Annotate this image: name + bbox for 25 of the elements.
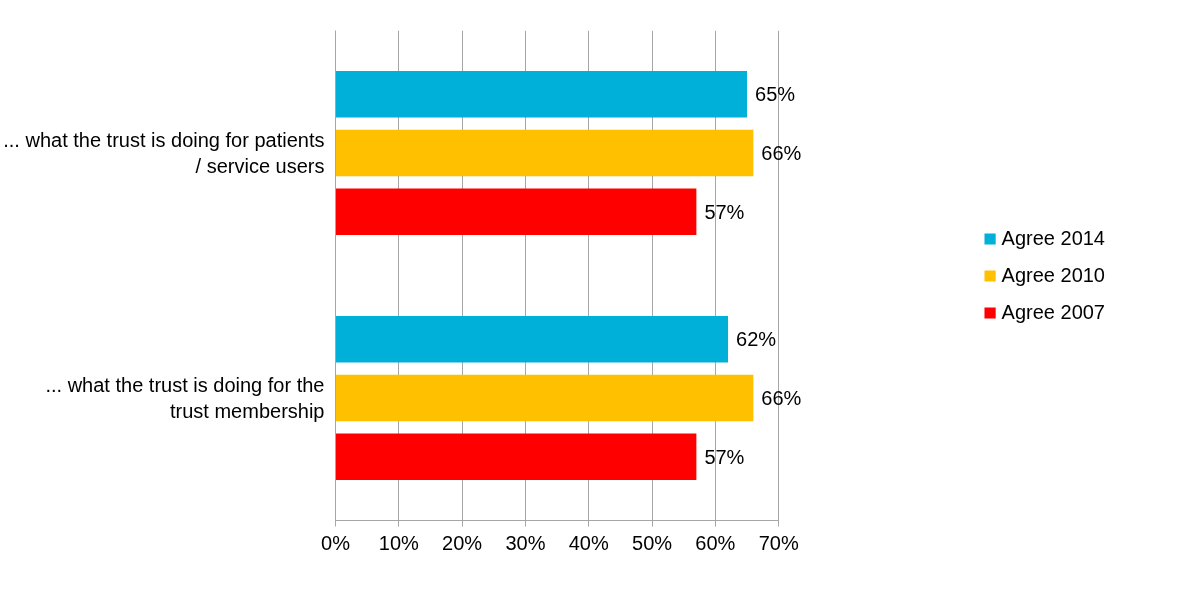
- data-label: 57%: [704, 445, 745, 468]
- x-tick-label: 70%: [758, 531, 799, 554]
- x-tick-label: 20%: [442, 531, 483, 554]
- x-tick-label: 50%: [632, 531, 673, 554]
- y-tick-label: ... what the trust is doing for the trust membership: [45, 373, 325, 423]
- x-tick-label: 0%: [321, 531, 351, 554]
- data-label: 66%: [761, 142, 802, 164]
- bar: [335, 188, 697, 236]
- bar: [335, 315, 729, 363]
- y-tick-label: ... what the trust is doing for patients / service users: [3, 128, 325, 178]
- data-label: 66%: [761, 387, 802, 409]
- bar: [335, 129, 754, 177]
- legend-label: Agree 2007: [1001, 300, 1105, 324]
- data-label: 65%: [755, 83, 796, 106]
- bar: [335, 433, 697, 481]
- legend-label: Agree 2014: [1001, 226, 1105, 250]
- x-tick-label: 30%: [505, 531, 546, 554]
- bar: [335, 374, 754, 422]
- data-label: 62%: [736, 328, 777, 351]
- bar: [335, 70, 748, 118]
- data-label: 57%: [704, 200, 745, 223]
- x-tick-label: 40%: [568, 531, 609, 554]
- legend-label: Agree 2010: [1001, 263, 1105, 287]
- x-tick-label: 10%: [378, 531, 420, 554]
- x-tick-label: 60%: [695, 531, 736, 554]
